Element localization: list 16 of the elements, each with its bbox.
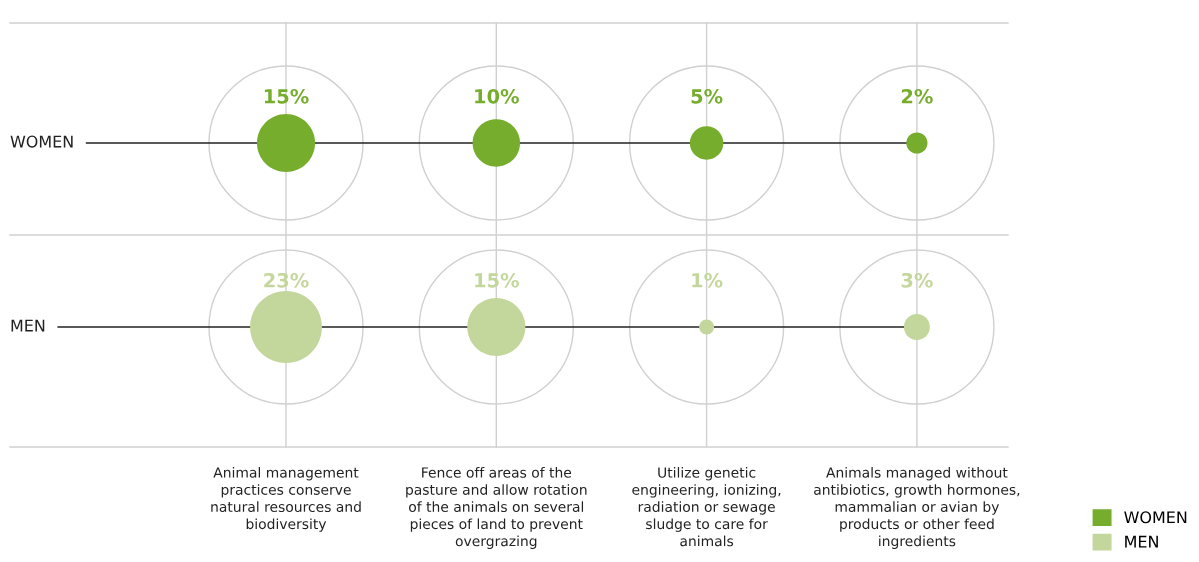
category-label: Utilize genetic engineering, ionizing, radiation or sewage sludge to care for animals: [632, 467, 781, 547]
data-label: 15%: [264, 88, 309, 104]
category-label: Animal management practices conserve natural resources and biodiversity: [211, 467, 361, 532]
legend-label: MEN: [1125, 535, 1158, 548]
category-label: Fence off areas of the pasture and allow rotation of the animals on several pieces of land to prevent overgrazing: [406, 467, 587, 549]
data-label: 10%: [475, 88, 519, 104]
data-label: 2%: [901, 88, 933, 104]
data-label: 3%: [901, 272, 933, 288]
legend-label: WOMEN: [1124, 511, 1187, 524]
category-label: MEN: [11, 319, 45, 332]
category-label: WOMEN: [10, 135, 73, 148]
data-label: 5%: [691, 88, 723, 104]
category-label: Animals managed without antibiotics, growth hormones, mammalian or avian by products or other feed ingredients: [814, 467, 1020, 549]
data-label: 1%: [692, 272, 723, 288]
data-label: 15%: [475, 272, 519, 288]
data-label: 23%: [264, 272, 309, 288]
